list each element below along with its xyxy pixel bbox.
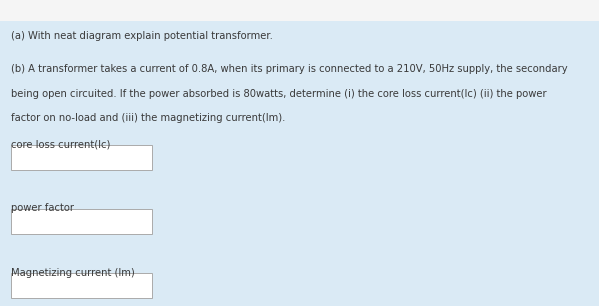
FancyBboxPatch shape xyxy=(11,209,152,234)
Text: factor on no-load and (iii) the magnetizing current(Im).: factor on no-load and (iii) the magnetiz… xyxy=(11,113,285,123)
Text: core loss current(Ic): core loss current(Ic) xyxy=(11,139,110,149)
Text: (a) With neat diagram explain potential transformer.: (a) With neat diagram explain potential … xyxy=(11,31,273,41)
Text: Magnetizing current (Im): Magnetizing current (Im) xyxy=(11,268,135,278)
FancyBboxPatch shape xyxy=(11,145,152,170)
FancyBboxPatch shape xyxy=(0,0,599,21)
Text: being open circuited. If the power absorbed is 80watts, determine (i) the core l: being open circuited. If the power absor… xyxy=(11,89,546,99)
Text: (b) A transformer takes a current of 0.8A, when its primary is connected to a 21: (b) A transformer takes a current of 0.8… xyxy=(11,64,567,74)
FancyBboxPatch shape xyxy=(11,273,152,298)
Text: power factor: power factor xyxy=(11,203,74,214)
